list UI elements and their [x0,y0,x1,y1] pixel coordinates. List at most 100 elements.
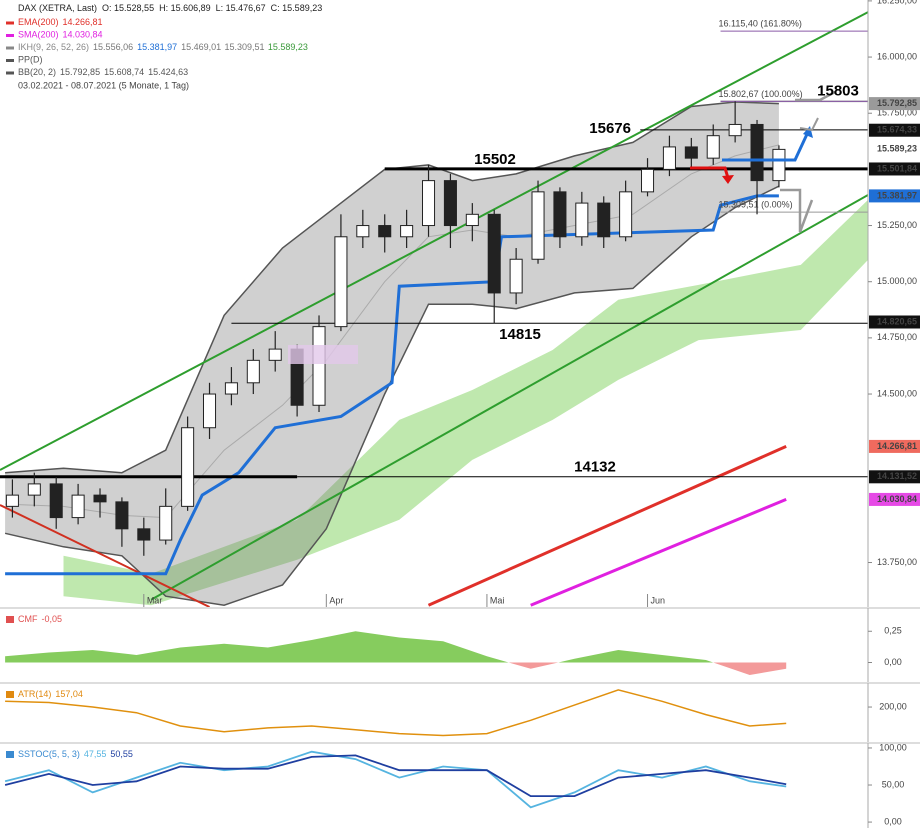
y-tick-label: 15.750,00 [877,108,917,118]
candle-body [465,213,479,227]
candle-body [772,148,786,182]
y-tick-label: 0,00 [884,657,902,667]
candle-body [202,393,217,429]
panel-value: 157,04 [55,689,83,699]
panel-legend: CMF -0,05 [18,614,62,624]
panel-swatch [6,616,14,623]
indicator-value: 15.381,97 [137,42,177,52]
candle-body [619,191,633,238]
price-tag-label: 15.674,33 [877,125,917,135]
arrow [690,166,730,179]
indicator-line [5,689,787,737]
price-tag [869,189,920,203]
price-tag [869,162,920,176]
x-tick-label: Mar [147,595,163,605]
candle-body [115,501,129,530]
bollinger-upper [5,101,779,474]
candle-body [49,483,63,519]
legend-swatch [6,21,14,25]
candle-body [531,191,545,260]
candle-body [268,348,282,361]
y-tick-label: 100,00 [879,742,907,752]
panel-swatch [6,691,14,698]
price-tag-label: 14.030,84 [877,494,917,504]
indicator-value: 15.469,01 [181,42,221,52]
indicator-value: 15.792,85 [60,67,100,77]
candle-body [662,146,676,170]
panel-value: -0,05 [42,614,63,624]
price-tag [869,492,920,506]
symbol: DAX (XETRA, Last) [18,3,97,13]
ohlc-value: H: 15.606,89 [159,3,211,13]
ichimoku-cloud [63,199,868,606]
price-tag [869,470,920,484]
legend-swatch [6,34,14,37]
candle-body [597,202,611,238]
price-tag [869,439,920,453]
price-tag-label: 15.501,84 [877,163,917,173]
indicator-value: 15.309,51 [225,42,265,52]
x-tick-label: Apr [329,595,343,605]
legend-line: SMA(200) 14.030,84 [18,30,103,40]
bollinger-middle [5,144,780,519]
indicator-value: 15.424,63 [148,67,188,77]
y-tick-label: 16.000,00 [877,51,917,61]
candle-body [27,483,41,496]
indicator-name: SMA(200) [18,30,59,40]
y-tick-label: 15.000,00 [877,276,917,286]
price-tag-label: 15.792,85 [877,98,917,108]
y-tick-label: 50,00 [882,779,905,789]
indicator-name: EMA(200) [18,17,59,27]
arrow-head [722,175,734,184]
candle-body [400,225,414,238]
panel-swatch [6,751,14,758]
price-tag-label: 14.820,65 [877,316,917,326]
y-tick-label: 13.750,00 [877,557,917,567]
candle-body [706,135,720,159]
legend-line: BB(20, 2) 15.792,85 15.608,74 15.424,63 [18,67,188,77]
ohlc-value: C: 15.589,23 [271,3,323,13]
indicator-line [4,754,787,797]
candle-body [443,180,457,227]
indicator-name: PP(D) [18,55,43,65]
legend-swatch [6,71,14,75]
pivot-zone [288,345,358,364]
candle-body [5,494,19,507]
fib-label: 15.309,51 (0.00%) [719,200,793,210]
candle-body [378,225,392,238]
legend-line: DAX (XETRA, Last) O: 15.528,55 H: 15.606,8… [18,3,322,13]
price-tag-label: 15.381,97 [877,190,917,200]
legend: DAX (XETRA, Last) O: 15.528,55 H: 15.606,8… [6,3,322,90]
y-tick-label: 14.500,00 [877,388,917,398]
panel-value: 47,55 [84,749,107,759]
date-range: 03.02.2021 - 08.07.2021 (5 Monate, 1 Tag… [18,80,189,90]
candle-body [750,123,764,182]
trend-line [150,194,868,601]
sma-line [530,498,787,607]
price-tag-label: 15.589,23 [877,144,917,154]
indicator-value: 15.608,74 [104,67,144,77]
arrow [722,131,810,162]
trend-line [0,11,868,471]
candle-body [641,168,655,193]
y-tick-label: 0,00 [884,816,902,826]
legend-line: PP(D) [18,55,43,65]
y-tick-label: 200,00 [879,701,907,711]
legend-line: IKH(9, 26, 52, 26) 15.556,06 15.381,97 15.4… [18,42,308,52]
price-tag [869,142,920,156]
candle-body [246,359,260,384]
y-tick-label: 15.250,00 [877,220,917,230]
kijun-line [5,194,779,576]
arrow [780,188,814,233]
price-tag [869,315,920,329]
cmf-area [5,631,787,663]
candle-body [159,505,173,541]
panel-legend: SSTOC(5, 5, 3) 47,55 50,55 [18,749,133,759]
level-label: 14132 [574,459,616,476]
price-tag-label: 14.266,81 [877,441,917,451]
panel-value: 50,55 [110,749,133,759]
price-tag-label: 14.131,52 [877,471,917,481]
arrow [795,90,836,102]
panel-title: SSTOC(5, 5, 3) [18,749,80,759]
candle-body [334,236,348,328]
